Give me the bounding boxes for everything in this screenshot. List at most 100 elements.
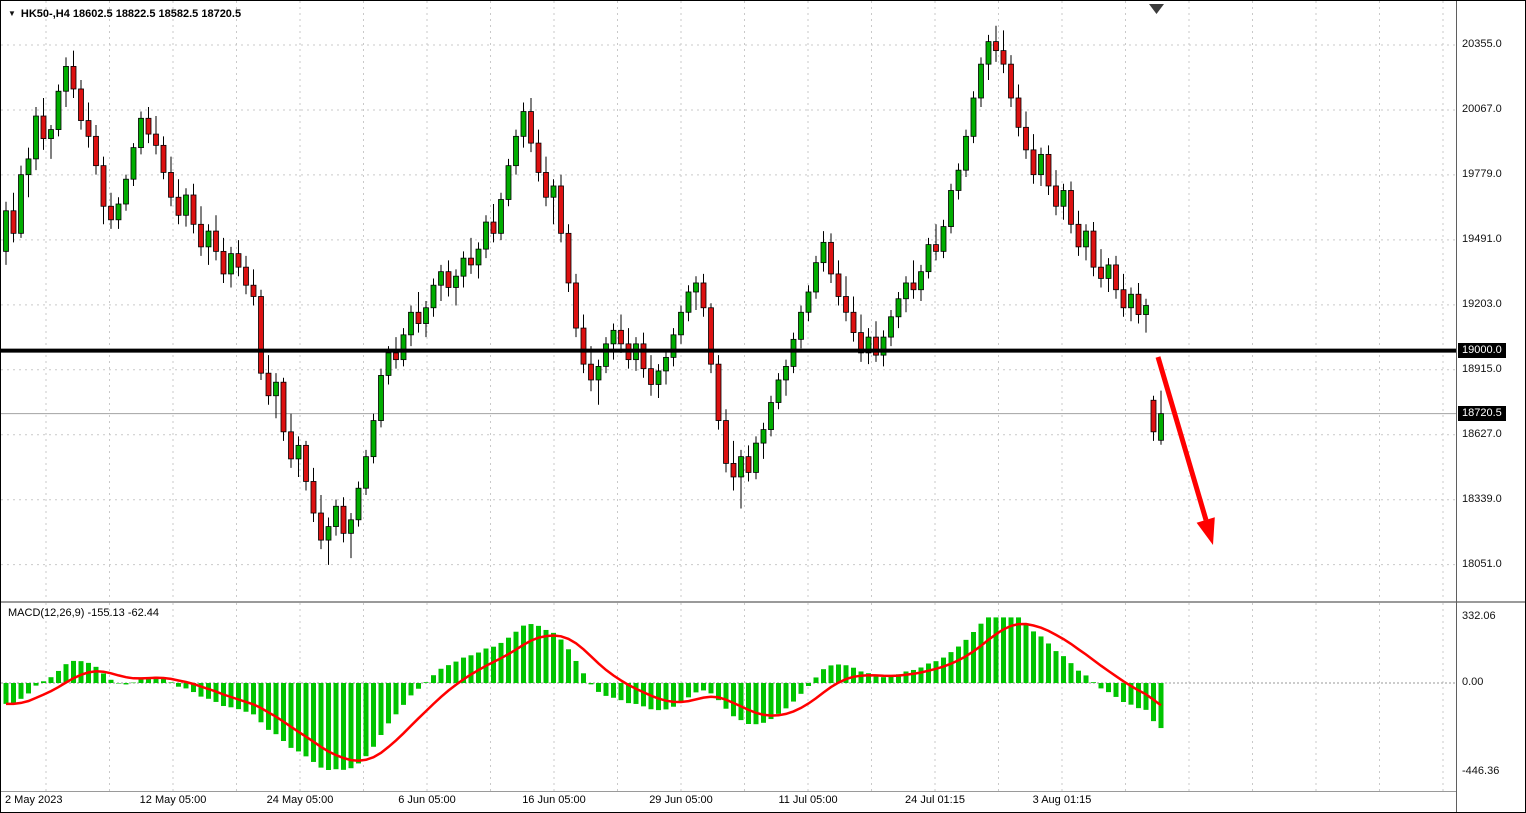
price-axis[interactable]: 20355.0 20067.0 19779.0 19491.0 19203.0 18915… [1457, 1, 1525, 601]
candle [78, 79, 84, 130]
candle [123, 174, 129, 211]
candle [115, 197, 122, 229]
chart-shift-marker-icon[interactable] [1149, 4, 1164, 14]
candle [663, 350, 669, 385]
candle [393, 337, 399, 369]
candle [1105, 258, 1112, 292]
candle [693, 276, 699, 311]
macd-tick: 332.06 [1462, 609, 1496, 622]
macd-signal-line [6, 622, 1162, 762]
axis-separator [1456, 1, 1457, 812]
candle [648, 355, 654, 396]
main-price-chart[interactable] [1, 1, 1456, 601]
candle [1098, 249, 1104, 288]
candle [820, 231, 827, 272]
candle [963, 129, 969, 177]
candle [3, 201, 9, 265]
candle [640, 332, 647, 378]
candle [925, 237, 932, 279]
candle [528, 97, 534, 153]
macd-grid [45, 603, 1444, 791]
candle [843, 276, 849, 322]
candle [1008, 55, 1014, 108]
panel-divider[interactable] [1, 601, 1525, 603]
candle [1128, 287, 1134, 322]
macd-tick: 0.00 [1462, 676, 1484, 688]
candle [865, 328, 872, 365]
macd-indicator-chart[interactable] [1, 603, 1456, 791]
candle [438, 264, 444, 301]
candle [633, 337, 639, 371]
candle [1120, 273, 1127, 317]
candle [903, 276, 909, 313]
candle [565, 224, 572, 292]
price-tick: 18051.0 [1462, 557, 1502, 570]
candle [505, 158, 512, 207]
candle [175, 179, 182, 225]
trend-arrow-head[interactable] [1196, 517, 1215, 545]
candle [520, 102, 527, 148]
candle [400, 328, 407, 367]
price-tick: 18627.0 [1462, 427, 1502, 440]
last-price-badge: 18720.5 [1458, 405, 1506, 421]
candle [355, 481, 362, 527]
candle [1158, 390, 1164, 445]
candle [453, 269, 459, 306]
candle [880, 330, 887, 367]
symbol-dropdown-icon[interactable]: ▼ [8, 9, 16, 18]
candle [580, 314, 587, 374]
chart-ohlc-header: ▼ HK50-,H4 18602.5 18822.5 18582.5 18720… [8, 8, 241, 20]
candle [168, 156, 174, 207]
trend-arrow-shaft[interactable] [1155, 356, 1209, 521]
candle [813, 255, 819, 299]
candle [535, 129, 542, 182]
candle [258, 289, 264, 380]
candle [370, 413, 377, 464]
candle [513, 129, 519, 175]
candle [483, 215, 489, 259]
price-tick: 19491.0 [1462, 232, 1502, 245]
candle [340, 497, 347, 543]
macd-tick: -446.36 [1462, 765, 1500, 778]
price-tick: 20067.0 [1462, 102, 1502, 115]
macd-indicator-label: MACD(12,26,9) -155.13 -62.44 [8, 607, 160, 619]
price-tick: 18339.0 [1462, 492, 1502, 505]
time-label: 12 May 05:00 [139, 794, 207, 806]
candle [1000, 30, 1007, 74]
candle [325, 517, 332, 565]
candle [745, 445, 752, 482]
candle [550, 179, 557, 225]
candle [753, 436, 759, 480]
candle [48, 125, 54, 159]
candle [310, 467, 317, 523]
candle [543, 156, 549, 207]
time-label: 24 Jul 01:15 [905, 794, 965, 806]
candle [138, 111, 144, 155]
candle [333, 499, 339, 536]
candle [610, 323, 617, 360]
candle [700, 273, 707, 317]
time-axis[interactable]: 2 May 2023 12 May 05:00 24 May 05:00 6 Jun … [1, 794, 1456, 812]
time-label: 6 Jun 05:00 [398, 794, 456, 806]
time-label: 16 Jun 05:00 [522, 794, 586, 806]
candle [415, 291, 422, 333]
candle [1075, 210, 1082, 256]
candle [768, 395, 774, 437]
candle [985, 34, 992, 80]
candle [775, 373, 782, 410]
candle [295, 436, 302, 477]
candle [760, 422, 767, 459]
candle [1135, 282, 1142, 324]
candle [1023, 111, 1029, 159]
candle [25, 147, 32, 198]
candle [715, 355, 722, 430]
candle [708, 303, 714, 374]
candle [235, 240, 242, 277]
candle [978, 57, 984, 108]
candle [790, 332, 797, 374]
macd-axis[interactable]: 332.06 0.00 -446.36 [1457, 603, 1525, 791]
candle [1143, 298, 1149, 333]
candle [220, 237, 227, 283]
candle [1015, 84, 1022, 137]
